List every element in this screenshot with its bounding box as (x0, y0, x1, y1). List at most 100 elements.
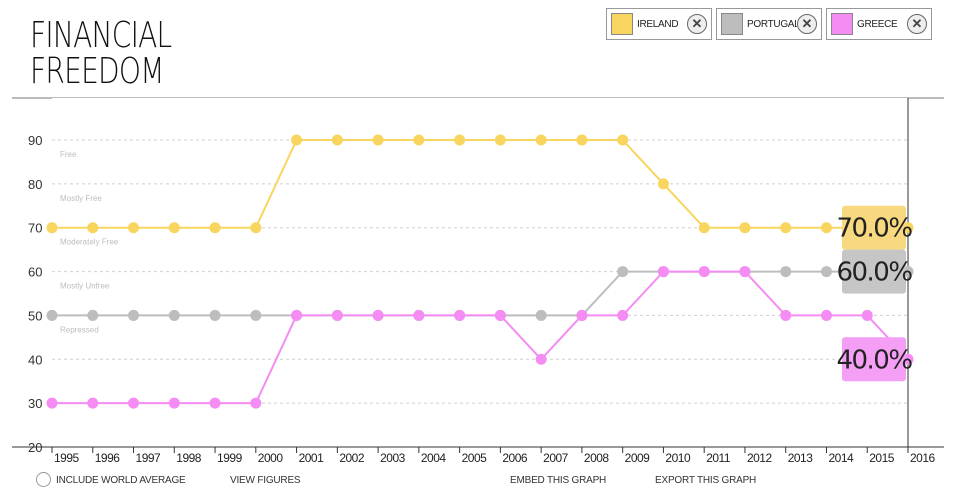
legend-label-portugal: PORTUGAL (747, 18, 797, 30)
y-tick-label: 70 (28, 221, 42, 236)
x-tick-label: 2005 (462, 451, 488, 465)
data-point (128, 397, 140, 409)
data-point (617, 266, 629, 278)
band-label: Mostly Free (60, 194, 102, 203)
x-tick-label: 2014 (828, 451, 854, 465)
data-point (291, 134, 303, 146)
y-tick-label: 80 (28, 177, 42, 192)
y-tick-label: 60 (28, 265, 42, 280)
series-line-greece (52, 270, 909, 405)
data-point (413, 309, 425, 321)
y-tick-label: 20 (28, 440, 42, 455)
y-tick-label: 30 (28, 396, 42, 411)
legend-label-greece: GREECE (857, 18, 898, 30)
x-tick-label: 2001 (299, 451, 325, 465)
data-point (698, 266, 710, 278)
data-point (128, 309, 140, 321)
footer: INCLUDE WORLD AVERAGE VIEW FIGURES EMBED… (0, 472, 960, 492)
band-label: Moderately Free (60, 238, 119, 247)
data-point (576, 309, 588, 321)
end-label-bg (842, 249, 906, 294)
data-point (168, 309, 180, 321)
include-world-average-link[interactable]: INCLUDE WORLD AVERAGE (56, 475, 186, 486)
swatch-portugal (721, 13, 743, 35)
data-point (209, 222, 221, 234)
export-graph-link[interactable]: EXPORT THIS GRAPH (655, 475, 757, 486)
series-line-ireland (52, 139, 908, 229)
data-point (617, 134, 629, 146)
x-tick-label: 1996 (95, 451, 121, 465)
page-title: FINANCIAL FREEDOM (30, 15, 172, 92)
data-point (454, 309, 466, 321)
x-tick-label: 2009 (625, 451, 651, 465)
x-tick-label: 1999 (217, 451, 243, 465)
data-point (780, 266, 792, 278)
data-point (494, 134, 506, 146)
data-point (820, 222, 832, 234)
title-line-2: FREEDOM (30, 51, 164, 92)
data-point (168, 222, 180, 234)
data-point (739, 222, 751, 234)
data-point (168, 397, 180, 409)
x-tick-label: 2011 (706, 451, 731, 465)
legend-chip-greece[interactable]: GREECE ✕ (826, 8, 932, 40)
title-line-1: FINANCIAL (30, 15, 172, 56)
data-point (657, 266, 669, 278)
band-label: Free (60, 150, 77, 159)
data-point (331, 309, 343, 321)
data-point (820, 266, 832, 278)
end-value-label: 70.0% (836, 214, 912, 244)
line-chart: 20 30 40 50 60 70 80 90 1995 1996 1997 1998 1999 2000… (12, 97, 944, 465)
x-tick-label: 2012 (747, 451, 773, 465)
data-point (617, 309, 629, 321)
band-label: Mostly Unfree (60, 282, 110, 291)
data-point (46, 309, 58, 321)
legend-chip-portugal[interactable]: PORTUGAL ✕ (716, 8, 822, 40)
y-tick-label: 40 (28, 352, 42, 367)
data-point (291, 309, 303, 321)
data-point (535, 134, 547, 146)
x-tick-label: 2000 (258, 451, 284, 465)
y-tick-label: 50 (28, 308, 42, 323)
embed-graph-link[interactable]: EMBED THIS GRAPH (510, 475, 607, 486)
data-point (861, 309, 873, 321)
end-label-bg (842, 205, 906, 250)
data-point (372, 134, 384, 146)
x-tick-label: 2007 (543, 451, 569, 465)
data-point (250, 222, 262, 234)
data-point (87, 397, 99, 409)
band-label: Repressed (60, 325, 99, 334)
x-tick-label: 2006 (502, 451, 528, 465)
data-point (46, 397, 58, 409)
legend-chip-ireland[interactable]: IRELAND ✕ (606, 8, 712, 40)
x-tick-label: 2008 (584, 451, 610, 465)
x-tick-label: 2016 (910, 451, 936, 465)
data-point (372, 309, 384, 321)
x-tick-label: 1997 (136, 451, 162, 465)
x-tick-label: 2003 (380, 451, 406, 465)
end-value-label: 40.0% (836, 345, 912, 375)
data-point (780, 222, 792, 234)
world-average-radio[interactable] (36, 472, 51, 487)
x-tick-label: 2002 (339, 451, 365, 465)
data-point (739, 266, 751, 278)
data-point (820, 309, 832, 321)
y-tick-label: 90 (28, 133, 42, 148)
swatch-greece (831, 13, 853, 35)
data-point (250, 397, 262, 409)
data-point (209, 309, 221, 321)
close-icon[interactable]: ✕ (797, 14, 817, 34)
end-value-label: 60.0% (836, 258, 912, 288)
data-point (698, 222, 710, 234)
x-tick-label: 1995 (54, 451, 80, 465)
legend: IRELAND ✕ PORTUGAL ✕ GREECE ✕ (606, 8, 932, 40)
data-point (87, 222, 99, 234)
view-figures-link[interactable]: VIEW FIGURES (230, 475, 301, 486)
close-icon[interactable]: ✕ (907, 14, 927, 34)
x-tick-label: 2010 (665, 451, 691, 465)
data-point (454, 134, 466, 146)
data-point (209, 397, 221, 409)
x-tick-label: 2015 (869, 451, 895, 465)
close-icon[interactable]: ✕ (687, 14, 707, 34)
data-point (535, 309, 547, 321)
